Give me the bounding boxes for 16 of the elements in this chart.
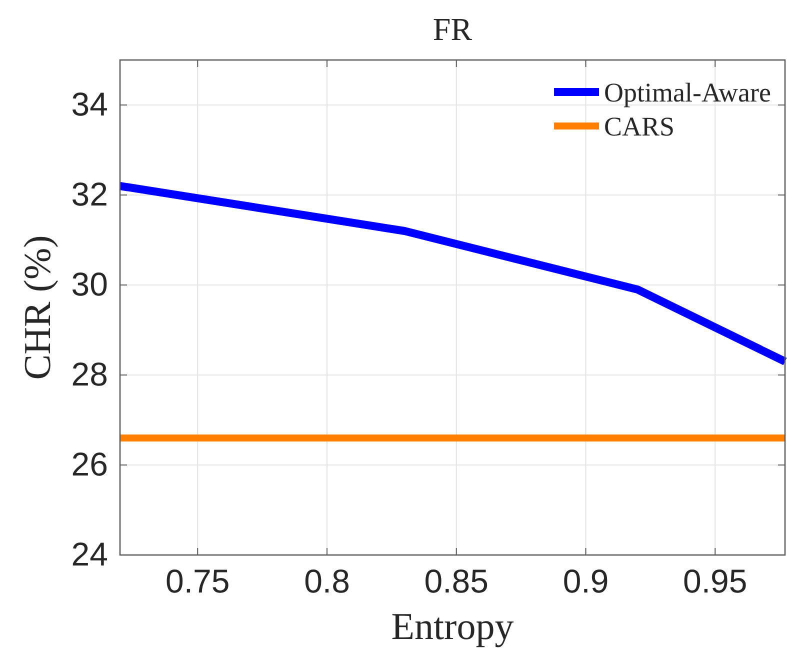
legend-label: CARS bbox=[604, 111, 675, 142]
legend-label: Optimal-Aware bbox=[604, 77, 771, 108]
y-tick-label: 28 bbox=[71, 356, 108, 393]
x-tick-label: 0.9 bbox=[562, 562, 609, 600]
y-tick-label: 32 bbox=[71, 176, 108, 213]
x-axis-title: Entropy bbox=[391, 606, 514, 648]
x-tick-label: 0.75 bbox=[166, 562, 230, 600]
y-tick-label: 34 bbox=[71, 86, 108, 123]
y-axis-title: CHR (%) bbox=[17, 235, 59, 380]
x-tick-label: 0.85 bbox=[424, 562, 488, 600]
y-tick-label: 24 bbox=[71, 536, 108, 573]
x-tick-label: 0.8 bbox=[304, 562, 350, 600]
y-tick-label: 26 bbox=[71, 446, 108, 483]
y-tick-label: 30 bbox=[71, 266, 108, 303]
x-tick-label: 0.95 bbox=[683, 562, 748, 600]
chart-title: FR bbox=[432, 11, 473, 47]
